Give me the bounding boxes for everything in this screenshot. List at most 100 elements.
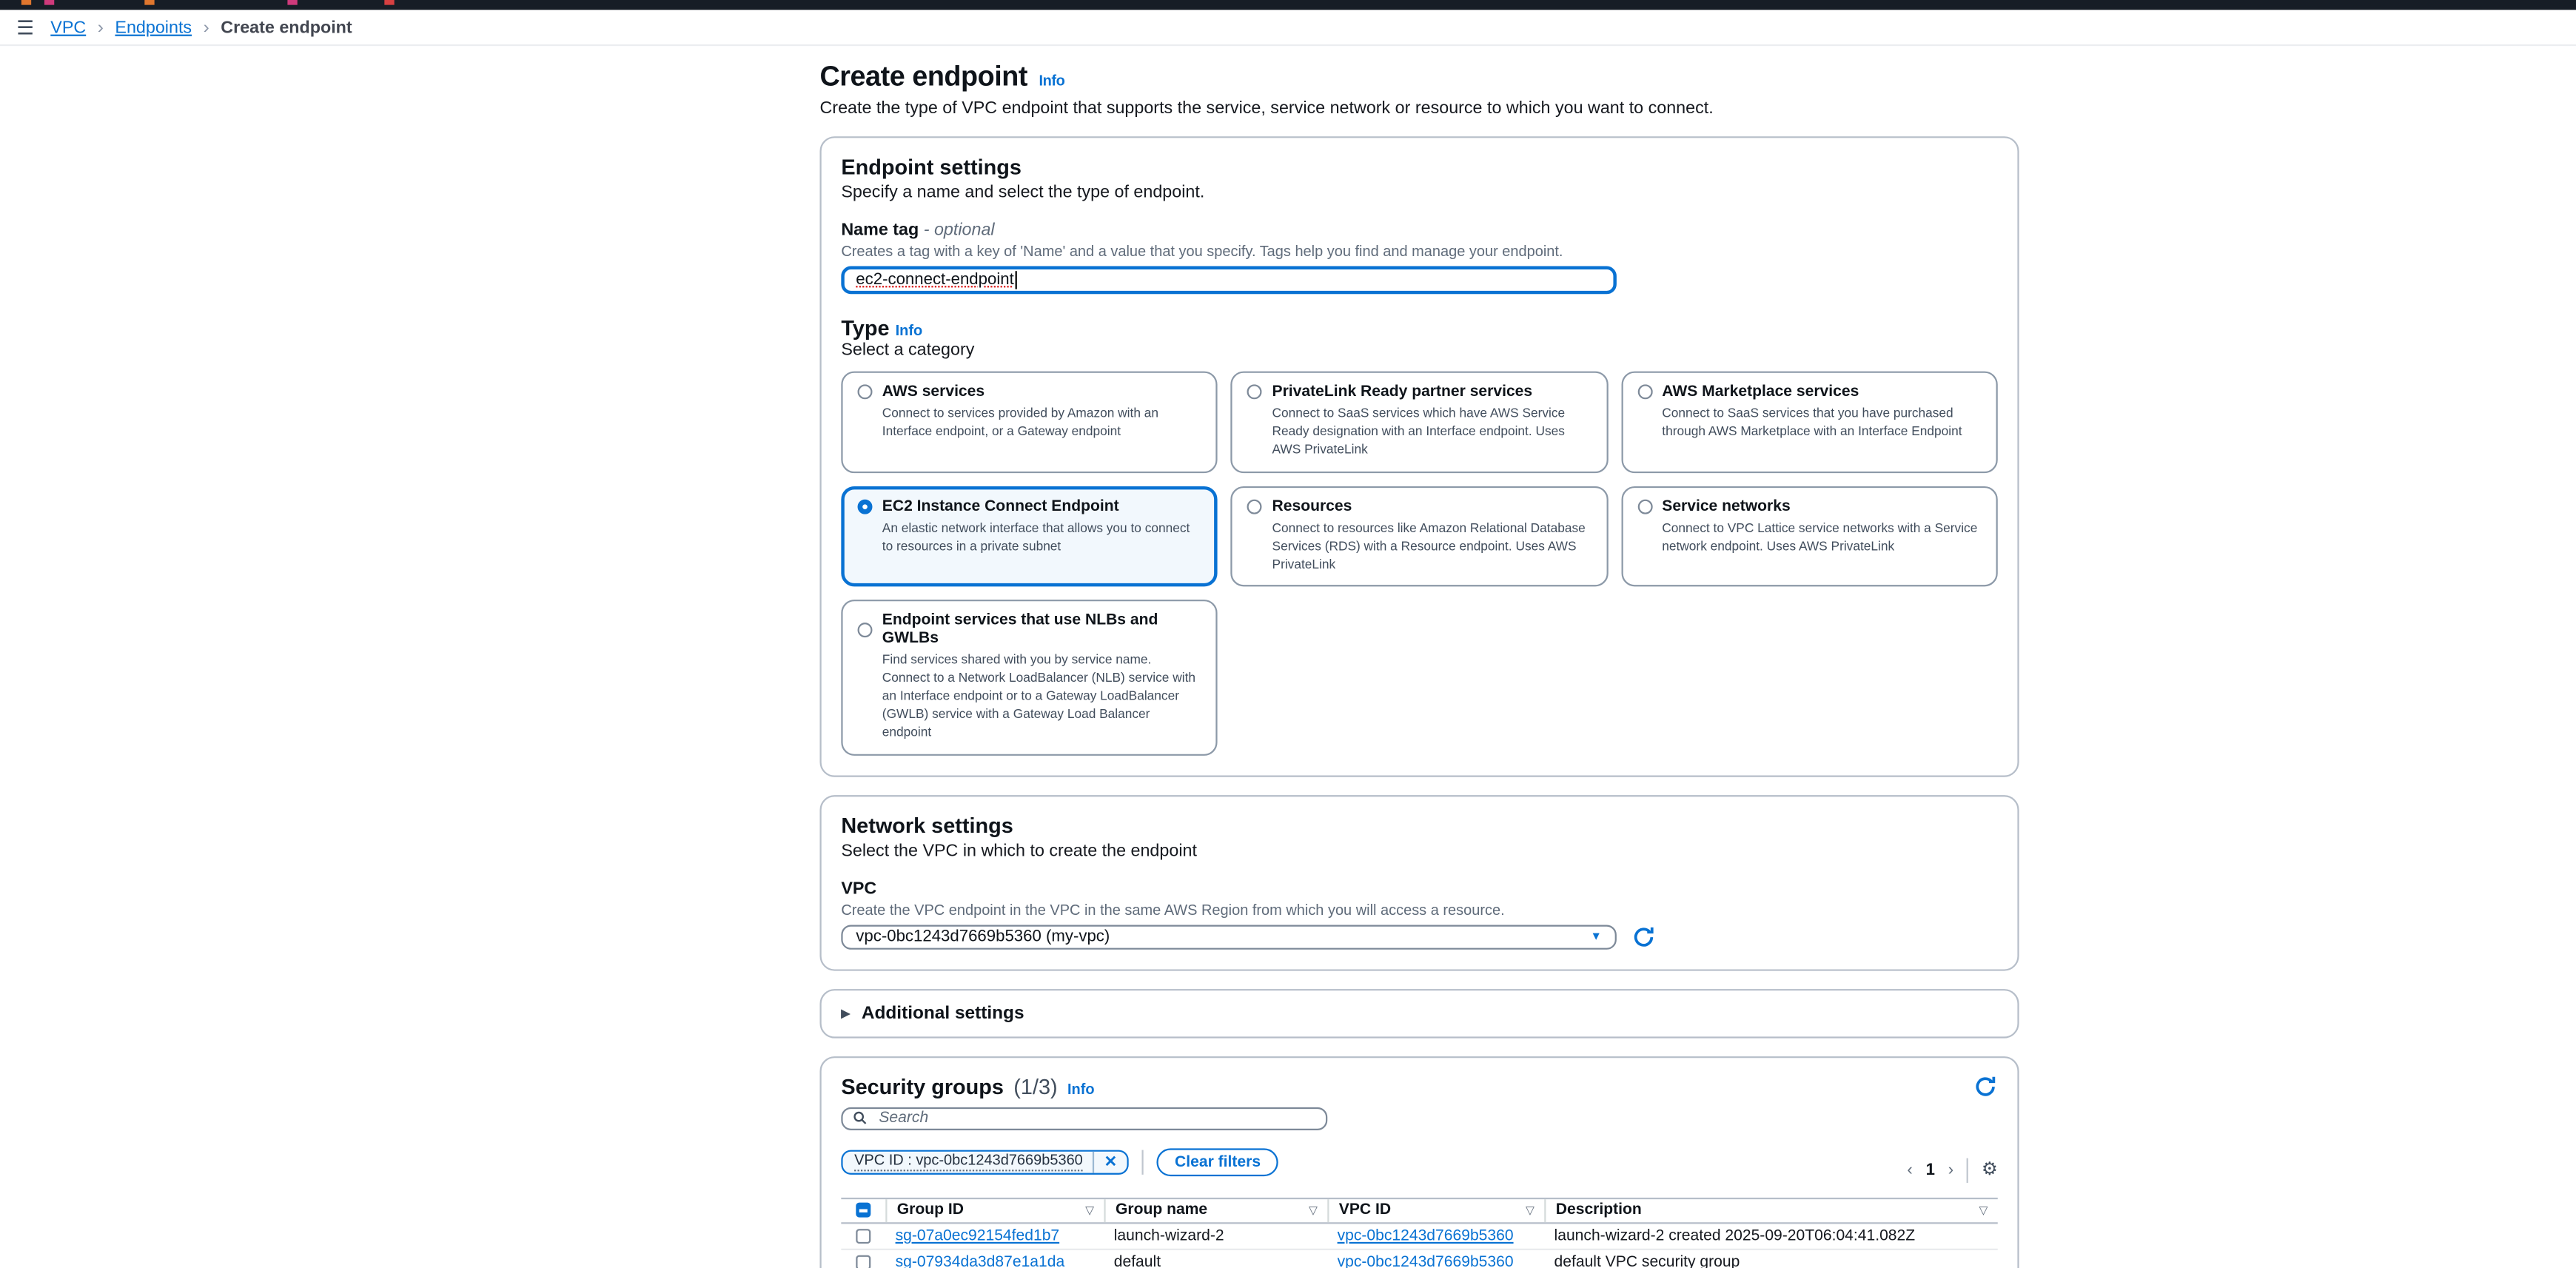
vpc-select-value: vpc-0bc1243d7669b5360 (my-vpc) bbox=[856, 927, 1110, 947]
type-tile-resources[interactable]: Resources Connect to resources like Amaz… bbox=[1231, 486, 1609, 588]
search-input[interactable] bbox=[875, 1107, 1316, 1130]
tile-description: Connect to SaaS services that you have p… bbox=[1662, 406, 1962, 439]
chevron-right-icon: › bbox=[97, 17, 104, 37]
type-info-link[interactable]: Info bbox=[895, 321, 923, 339]
text-cursor bbox=[1015, 271, 1018, 289]
divider bbox=[1141, 1150, 1144, 1175]
page-description: Create the type of VPC endpoint that sup… bbox=[819, 98, 1714, 118]
additional-settings-card: ▶ Additional settings bbox=[819, 989, 2019, 1039]
group-name-cell: launch-wizard-2 bbox=[1113, 1227, 1224, 1246]
group-id-link[interactable]: sg-07a0ec92154fed1b7 bbox=[895, 1227, 1060, 1246]
column-filter-icon[interactable]: ▽ bbox=[1308, 1205, 1318, 1218]
additional-settings-label: Additional settings bbox=[861, 1003, 1024, 1024]
type-tile-aws-services[interactable]: AWS services Connect to services provide… bbox=[841, 371, 1218, 473]
table-row[interactable]: sg-07934da3d87e1a1da default vpc-0bc1243… bbox=[841, 1250, 1997, 1268]
type-label-row: Type Info bbox=[841, 315, 1997, 340]
type-tile-privatelink-partner[interactable]: PrivateLink Ready partner services Conne… bbox=[1231, 371, 1609, 473]
type-tile-service-networks[interactable]: Service networks Connect to VPC Lattice … bbox=[1620, 486, 1998, 588]
search-icon bbox=[853, 1111, 868, 1126]
vpc-select[interactable]: vpc-0bc1243d7669b5360 (my-vpc) ▼ bbox=[841, 925, 1617, 950]
refresh-icon[interactable] bbox=[1973, 1074, 1997, 1098]
page-title-row: Create endpoint Info bbox=[819, 61, 2019, 93]
type-tile-endpoint-services-nlb-gwlb[interactable]: Endpoint services that use NLBs and GWLB… bbox=[841, 600, 1218, 756]
divider bbox=[1966, 1158, 1969, 1183]
vpc-id-link[interactable]: vpc-0bc1243d7669b5360 bbox=[1337, 1253, 1514, 1268]
page-number[interactable]: 1 bbox=[1925, 1161, 1935, 1180]
radio-unselected-icon[interactable] bbox=[1637, 499, 1652, 514]
name-tag-label-text: Name tag bbox=[841, 220, 919, 241]
radio-unselected-icon[interactable] bbox=[857, 623, 873, 637]
hamburger-icon[interactable]: ☰ bbox=[16, 16, 35, 39]
breadcrumb-link-vpc[interactable]: VPC bbox=[50, 17, 87, 37]
close-icon[interactable]: ✕ bbox=[1093, 1151, 1127, 1173]
row-checkbox[interactable] bbox=[856, 1229, 871, 1244]
breadcrumb: VPC › Endpoints › Create endpoint bbox=[50, 17, 352, 37]
expand-caret-icon: ▶ bbox=[841, 1008, 851, 1021]
page-title: Create endpoint bbox=[819, 61, 1028, 93]
tab-favicon-dot bbox=[44, 0, 55, 5]
endpoint-settings-description: Specify a name and select the type of en… bbox=[841, 182, 1205, 202]
security-groups-search[interactable] bbox=[841, 1107, 1328, 1130]
tile-label: Endpoint services that use NLBs and GWLB… bbox=[882, 611, 1158, 648]
security-groups-table: Group ID ▽ Group name ▽ VPC ID ▽ Descriptio… bbox=[841, 1197, 1998, 1268]
main-content: Create endpoint Info Create the type of … bbox=[819, 61, 2019, 1268]
gear-icon[interactable]: ⚙ bbox=[1981, 1159, 1998, 1180]
tile-label: AWS services bbox=[882, 383, 985, 401]
endpoint-settings-title: Endpoint settings bbox=[841, 154, 1022, 179]
page-prev-icon[interactable]: ‹ bbox=[1907, 1161, 1913, 1180]
type-tile-marketplace[interactable]: AWS Marketplace services Connect to SaaS… bbox=[1620, 371, 1998, 473]
tile-label: Service networks bbox=[1662, 497, 1791, 516]
security-groups-card: Security groups (1/3) Info VPC ID : vpc-… bbox=[819, 1056, 2019, 1268]
page-next-icon[interactable]: › bbox=[1948, 1161, 1954, 1180]
description-cell: launch-wizard-2 created 2025-09-20T06:04… bbox=[1554, 1227, 1916, 1246]
group-name-cell: default bbox=[1113, 1253, 1161, 1268]
radio-unselected-icon[interactable] bbox=[1247, 499, 1263, 514]
table-header-row: Group ID ▽ Group name ▽ VPC ID ▽ Descriptio… bbox=[841, 1197, 1998, 1224]
radio-unselected-icon[interactable] bbox=[1637, 384, 1652, 400]
clear-filters-button[interactable]: Clear filters bbox=[1156, 1148, 1279, 1177]
column-header: Group ID bbox=[896, 1201, 964, 1220]
breadcrumb-current: Create endpoint bbox=[221, 17, 352, 37]
type-label: Type bbox=[841, 315, 890, 341]
type-tile-ec2-instance-connect[interactable]: EC2 Instance Connect Endpoint An elastic… bbox=[841, 486, 1218, 588]
network-settings-card: Network settings Select the VPC in which… bbox=[819, 795, 2019, 971]
select-all-checkbox[interactable] bbox=[856, 1203, 871, 1218]
page-info-link[interactable]: Info bbox=[1039, 72, 1065, 89]
row-checkbox[interactable] bbox=[856, 1255, 871, 1268]
tile-label: AWS Marketplace services bbox=[1662, 383, 1859, 401]
name-tag-optional: - optional bbox=[923, 220, 995, 241]
column-header: Group name bbox=[1115, 1201, 1208, 1220]
tile-label: Resources bbox=[1272, 497, 1352, 516]
vpc-label: VPC bbox=[841, 879, 877, 899]
vpc-filter-chip[interactable]: VPC ID : vpc-0bc1243d7669b5360 ✕ bbox=[841, 1150, 1129, 1175]
dropdown-caret-icon: ▼ bbox=[1590, 931, 1602, 943]
name-tag-label: Name tag - optional bbox=[841, 220, 1997, 240]
radio-unselected-icon[interactable] bbox=[1247, 384, 1263, 400]
tab-favicon-dot bbox=[384, 0, 395, 5]
column-filter-icon[interactable]: ▽ bbox=[1979, 1205, 1988, 1218]
tile-description: Connect to services provided by Amazon w… bbox=[882, 406, 1159, 439]
column-filter-icon[interactable]: ▽ bbox=[1085, 1205, 1095, 1218]
name-tag-input[interactable]: ec2-connect-endpoint bbox=[841, 266, 1617, 295]
vpc-help: Create the VPC endpoint in the VPC in th… bbox=[841, 902, 1505, 919]
additional-settings-toggle[interactable]: ▶ Additional settings bbox=[841, 1004, 1997, 1024]
security-groups-info-link[interactable]: Info bbox=[1067, 1081, 1095, 1098]
refresh-icon[interactable] bbox=[1631, 925, 1656, 949]
type-category-grid: AWS services Connect to services provide… bbox=[841, 371, 1998, 756]
group-id-link[interactable]: sg-07934da3d87e1a1da bbox=[895, 1253, 1065, 1268]
vpc-id-link[interactable]: vpc-0bc1243d7669b5360 bbox=[1337, 1227, 1514, 1246]
tile-label: EC2 Instance Connect Endpoint bbox=[882, 497, 1119, 516]
filter-chip-label: VPC ID : vpc-0bc1243d7669b5360 bbox=[854, 1153, 1083, 1173]
tab-favicon-dot bbox=[287, 0, 298, 5]
radio-selected-icon[interactable] bbox=[857, 499, 873, 514]
tile-label: PrivateLink Ready partner services bbox=[1272, 383, 1533, 401]
tab-favicon-dot bbox=[144, 0, 155, 5]
radio-unselected-icon[interactable] bbox=[857, 384, 873, 400]
column-filter-icon[interactable]: ▽ bbox=[1525, 1205, 1534, 1218]
network-settings-description: Select the VPC in which to create the en… bbox=[841, 841, 1197, 861]
breadcrumb-link-endpoints[interactable]: Endpoints bbox=[115, 17, 192, 37]
table-row[interactable]: sg-07a0ec92154fed1b7 launch-wizard-2 vpc… bbox=[841, 1224, 1998, 1250]
browser-chrome-strip bbox=[0, 0, 2576, 10]
tile-description: Find services shared with you by service… bbox=[882, 653, 1196, 739]
